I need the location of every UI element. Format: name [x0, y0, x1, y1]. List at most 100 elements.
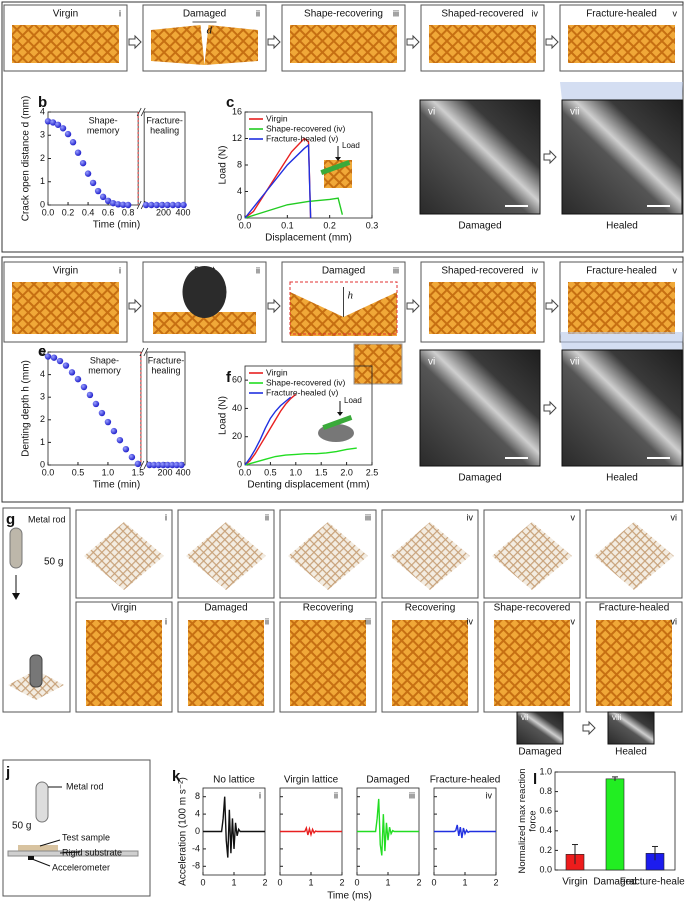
photo-numeral: i	[119, 265, 121, 275]
x-tick-label: 2	[416, 877, 421, 887]
text-line: Shape-	[89, 116, 118, 126]
x-tick-label: 0.0	[42, 467, 55, 477]
substrate	[7, 850, 139, 857]
data-point	[62, 362, 70, 369]
data-line	[434, 824, 496, 839]
photo-numeral: vii	[570, 107, 579, 118]
region-label: Fracture-healing	[148, 356, 185, 376]
rod	[29, 654, 43, 688]
region-label: Shape-memory	[88, 356, 121, 376]
photo	[186, 522, 266, 590]
inset-label: Load	[344, 396, 362, 405]
photo-label: Damaged	[458, 221, 501, 232]
photo-label: Shape-recovering	[304, 9, 383, 20]
photo-numeral: vi	[671, 512, 678, 522]
highlight	[289, 281, 398, 335]
rod	[35, 781, 49, 823]
section-frame	[1, 1, 684, 253]
data-point	[158, 201, 166, 209]
arrow	[406, 298, 420, 314]
photo-numeral: iv	[532, 265, 539, 275]
panel-letter: b	[38, 94, 47, 111]
pointer	[31, 858, 51, 867]
photo	[494, 620, 570, 706]
panel-letter: e	[38, 343, 46, 360]
data-point	[159, 461, 167, 469]
photo-numeral: ii	[265, 512, 269, 522]
data-line	[357, 798, 419, 856]
x-tick-label: 0.5	[264, 467, 277, 477]
panel-numeral: i	[259, 790, 261, 800]
photo-label: Recovering	[405, 603, 456, 614]
x-tick-label: 0.2	[323, 220, 336, 230]
data-point	[153, 201, 160, 209]
inset-rod	[322, 415, 353, 430]
photo-label: Shaped-recovered	[441, 266, 523, 277]
legend-label: Fracture-healed (v)	[266, 133, 338, 143]
bar	[605, 778, 625, 871]
data-point	[92, 400, 100, 408]
photo-numeral: ii	[256, 8, 260, 18]
x-tick-label: 1	[385, 877, 390, 887]
panel-numeral: ii	[334, 790, 338, 800]
panel-numeral: iii	[409, 790, 415, 800]
legend-label: Virgin	[266, 367, 288, 377]
data-point	[150, 461, 158, 469]
text-line: healing	[150, 126, 179, 136]
zoom-connector	[560, 82, 683, 100]
arrow	[543, 149, 557, 165]
photo	[561, 99, 683, 215]
data-point	[80, 383, 88, 391]
x-tick-label: 1	[231, 877, 236, 887]
photo	[429, 282, 536, 334]
arrow	[582, 720, 596, 736]
panel-title: Virgin lattice	[284, 775, 339, 786]
data-point	[49, 119, 57, 126]
photo	[188, 620, 264, 706]
photo	[288, 522, 368, 590]
schematic-label: Metal rod	[28, 514, 66, 524]
text-line: memory	[87, 126, 120, 136]
y-tick-label: 4	[40, 369, 45, 379]
panel-letter: l	[533, 771, 537, 788]
y-tick-label: 0.0	[539, 864, 552, 874]
pointer	[39, 839, 61, 847]
data-line	[280, 825, 342, 838]
data-point	[174, 201, 182, 209]
photo	[561, 349, 683, 467]
photo-numeral: iii	[365, 512, 371, 522]
x-tick-label: 400	[176, 467, 191, 477]
photo-numeral: vi	[671, 616, 678, 626]
photo-label: Recovering	[303, 603, 354, 614]
x-tick-label: 2	[493, 877, 498, 887]
y-tick-label: 5	[40, 346, 45, 356]
data-point	[86, 391, 94, 399]
photo-label: Shaped-recovered	[441, 9, 523, 20]
rod	[9, 527, 23, 569]
axis-break	[136, 107, 142, 117]
photo-label: Fracture-healed	[599, 603, 670, 614]
data-point	[180, 201, 187, 209]
y-tick-label: 1.0	[539, 766, 552, 776]
arrow	[267, 298, 281, 314]
x-tick-label: 0.3	[366, 220, 379, 230]
x-tick-label: 1.5	[132, 467, 145, 477]
y-tick-label: 2	[40, 414, 45, 424]
symbol: h	[348, 290, 354, 302]
region-label: Fracture-healing	[146, 116, 183, 136]
y-tick-label: 0	[40, 199, 45, 209]
legend-label: Virgin	[266, 113, 288, 123]
y-tick-label: 60	[232, 375, 242, 385]
photo	[429, 25, 536, 63]
photo-numeral: iv	[467, 616, 474, 626]
data-point	[64, 130, 72, 138]
photo-label: Damaged	[518, 747, 561, 758]
y-tick-label: -4	[192, 843, 200, 853]
data-point	[44, 118, 52, 125]
panel-numeral: iv	[486, 790, 493, 800]
x-tick-label: 1.5	[315, 467, 328, 477]
panel-title: Fracture-healed	[430, 775, 501, 786]
data-point	[173, 461, 181, 469]
x-tick-label: 0.0	[239, 467, 252, 477]
